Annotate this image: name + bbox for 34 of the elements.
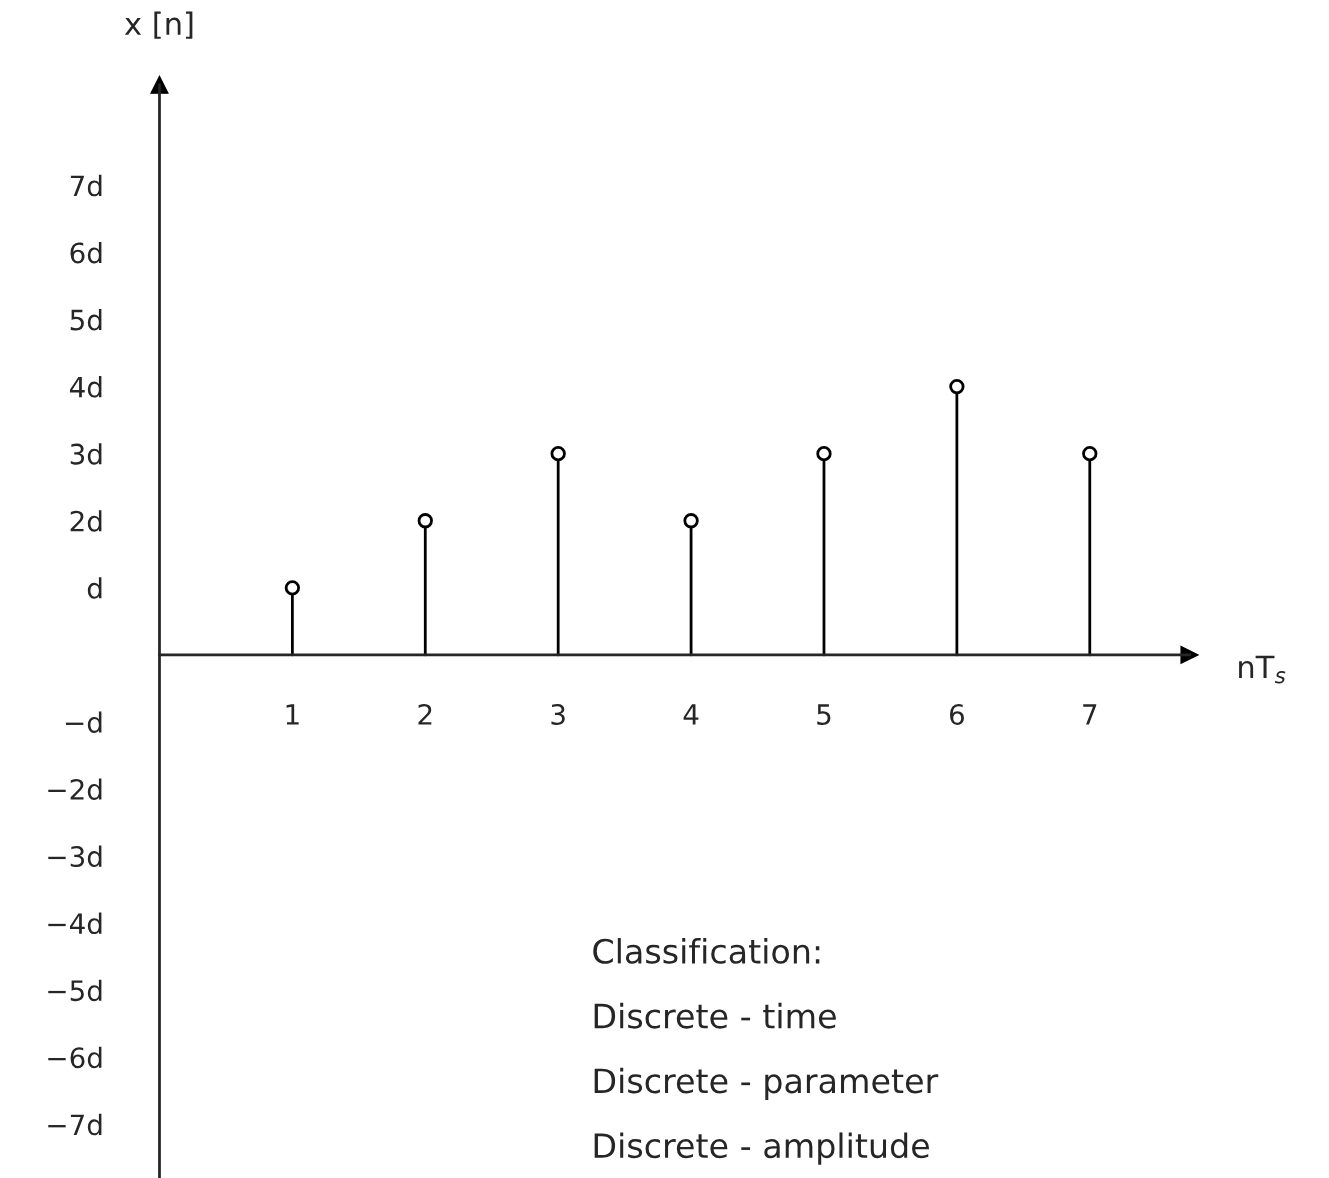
point (550, 446, 566, 462)
y-tick-label: −7d (48, 1113, 102, 1136)
y-tick-label: −2d (48, 778, 102, 800)
y-tick-label: −d (65, 711, 102, 733)
point (1082, 446, 1098, 462)
y-tick-label: 2d (70, 510, 102, 532)
y-tick-label: d (87, 577, 102, 599)
y-axis-title: x [n] (124, 11, 193, 39)
x-tick-label: 2 (418, 703, 432, 725)
y-tick-label: −6d (48, 1046, 102, 1069)
x-tick-label: 3 (551, 703, 565, 725)
annotation: Classification: (593, 938, 820, 964)
point (683, 513, 699, 529)
y-tick-label: −3d (48, 845, 102, 868)
y-tick-label: 7d (70, 174, 102, 197)
y-tick-label: −5d (48, 979, 102, 1002)
annotation: Discrete - amplitude (594, 1132, 929, 1165)
x-tick-label: 1 (286, 704, 299, 725)
x-tick-label: 7 (1083, 704, 1097, 725)
y-tick-label: −4d (48, 912, 102, 935)
point (949, 378, 965, 395)
y-tick-label: 5d (70, 309, 102, 331)
x-axis-title: nT$_{s}$ (1239, 655, 1286, 684)
point (816, 446, 832, 462)
x-tick-label: 4 (683, 704, 699, 725)
y-tick-label: 4d (69, 376, 102, 398)
y-tick-label: 6d (70, 241, 102, 264)
point (284, 580, 301, 596)
x-tick-label: 6 (949, 703, 964, 725)
x-tick-label: 5 (817, 704, 831, 725)
y-tick-label: 3d (70, 443, 102, 465)
point (417, 513, 433, 529)
annotation: Discrete - parameter (594, 1067, 939, 1100)
annotation: Discrete - time (594, 1002, 836, 1029)
